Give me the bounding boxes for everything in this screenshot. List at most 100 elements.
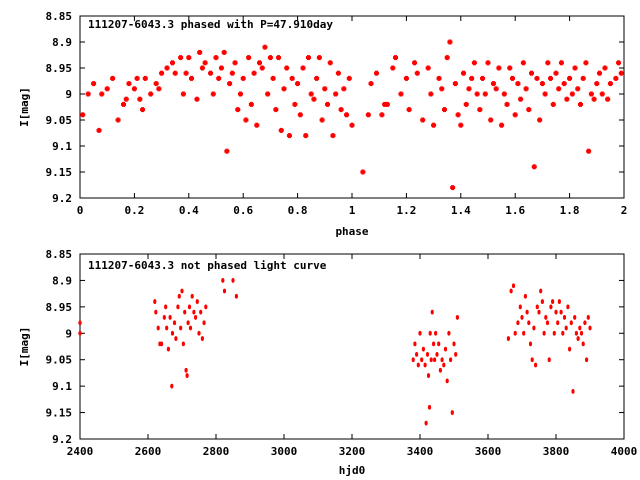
data-point — [420, 117, 426, 123]
data-point — [273, 107, 279, 113]
data-point — [202, 320, 206, 326]
data-point — [607, 81, 613, 87]
data-point — [185, 373, 189, 378]
data-point — [237, 91, 243, 97]
data-point — [137, 96, 143, 102]
data-point — [447, 39, 453, 45]
data-point — [523, 86, 529, 92]
data-point — [267, 55, 273, 61]
data-point — [91, 81, 97, 87]
data-point — [178, 55, 184, 61]
data-point — [197, 330, 201, 336]
data-point — [569, 91, 575, 97]
y-tick-label: 9.2 — [52, 192, 72, 205]
data-point — [406, 107, 412, 113]
data-point — [243, 117, 249, 123]
data-point — [379, 112, 385, 118]
data-point — [561, 330, 565, 336]
data-point — [567, 75, 573, 81]
data-point — [438, 367, 442, 373]
y-axis-label: I[mag] — [18, 327, 31, 367]
data-point — [154, 309, 158, 315]
data-point — [429, 357, 433, 363]
data-point — [248, 101, 254, 107]
data-point — [168, 315, 172, 320]
data-point — [153, 299, 157, 304]
data-point — [411, 357, 415, 363]
data-point — [229, 70, 235, 76]
data-point — [526, 107, 532, 113]
data-point — [246, 55, 252, 61]
data-point — [281, 86, 287, 92]
data-point — [156, 86, 162, 92]
data-point — [518, 96, 524, 102]
data-point — [522, 330, 526, 336]
data-point — [534, 75, 540, 81]
data-point — [539, 81, 545, 87]
data-point — [300, 65, 306, 71]
data-point — [509, 75, 515, 81]
data-point — [579, 330, 584, 336]
data-point — [384, 101, 390, 107]
data-point — [180, 288, 184, 294]
data-point — [450, 410, 454, 415]
data-point — [602, 65, 608, 71]
data-point — [78, 330, 82, 336]
data-point — [254, 122, 260, 128]
data-point — [314, 75, 320, 81]
data-point — [325, 101, 331, 107]
data-point — [234, 293, 238, 299]
x-tick-label: 3600 — [475, 445, 502, 458]
x-tick-label: 3200 — [339, 445, 366, 458]
data-point — [192, 309, 196, 315]
data-point — [179, 325, 183, 331]
data-point — [134, 75, 140, 81]
data-point — [485, 60, 491, 66]
data-point — [424, 420, 428, 426]
x-tick-label: 2 — [621, 204, 628, 217]
data-point — [295, 81, 301, 87]
x-tick-label: 0 — [77, 204, 84, 217]
x-tick-label: 1.4 — [451, 204, 471, 217]
data-point — [194, 315, 198, 320]
data-point — [605, 96, 611, 102]
y-tick-label: 8.95 — [46, 62, 73, 75]
data-point — [221, 49, 227, 55]
data-point — [373, 70, 379, 76]
data-point — [488, 117, 494, 123]
data-point — [430, 309, 434, 315]
data-point — [588, 325, 592, 331]
data-point — [181, 341, 185, 347]
data-point — [583, 60, 589, 66]
data-point — [577, 101, 583, 107]
data-point — [189, 75, 195, 81]
x-tick-label: 1.8 — [560, 204, 580, 217]
data-point — [461, 70, 467, 76]
data-point — [218, 65, 224, 71]
data-point — [452, 341, 456, 347]
data-point — [435, 352, 439, 357]
data-point — [578, 325, 582, 331]
data-point — [477, 107, 483, 113]
data-point — [504, 101, 510, 107]
x-tick-label: 3000 — [271, 445, 298, 458]
data-point — [613, 75, 619, 81]
data-point — [365, 112, 371, 118]
data-point — [153, 81, 159, 87]
x-axis-label: phase — [335, 225, 368, 238]
y-tick-label: 9.05 — [46, 354, 73, 367]
data-point — [520, 60, 526, 66]
data-point — [548, 75, 554, 81]
data-point — [398, 91, 404, 97]
data-point — [204, 304, 208, 310]
data-point — [183, 70, 189, 76]
chart-title: 111207-6043.3 phased with P=47.910day — [88, 18, 333, 31]
data-point — [360, 169, 366, 175]
data-point — [455, 315, 459, 320]
data-point — [162, 315, 166, 320]
data-point — [316, 55, 322, 61]
y-tick-label: 8.9 — [52, 274, 72, 287]
data-point — [509, 288, 513, 294]
data-point — [213, 55, 219, 61]
data-point — [327, 60, 333, 66]
